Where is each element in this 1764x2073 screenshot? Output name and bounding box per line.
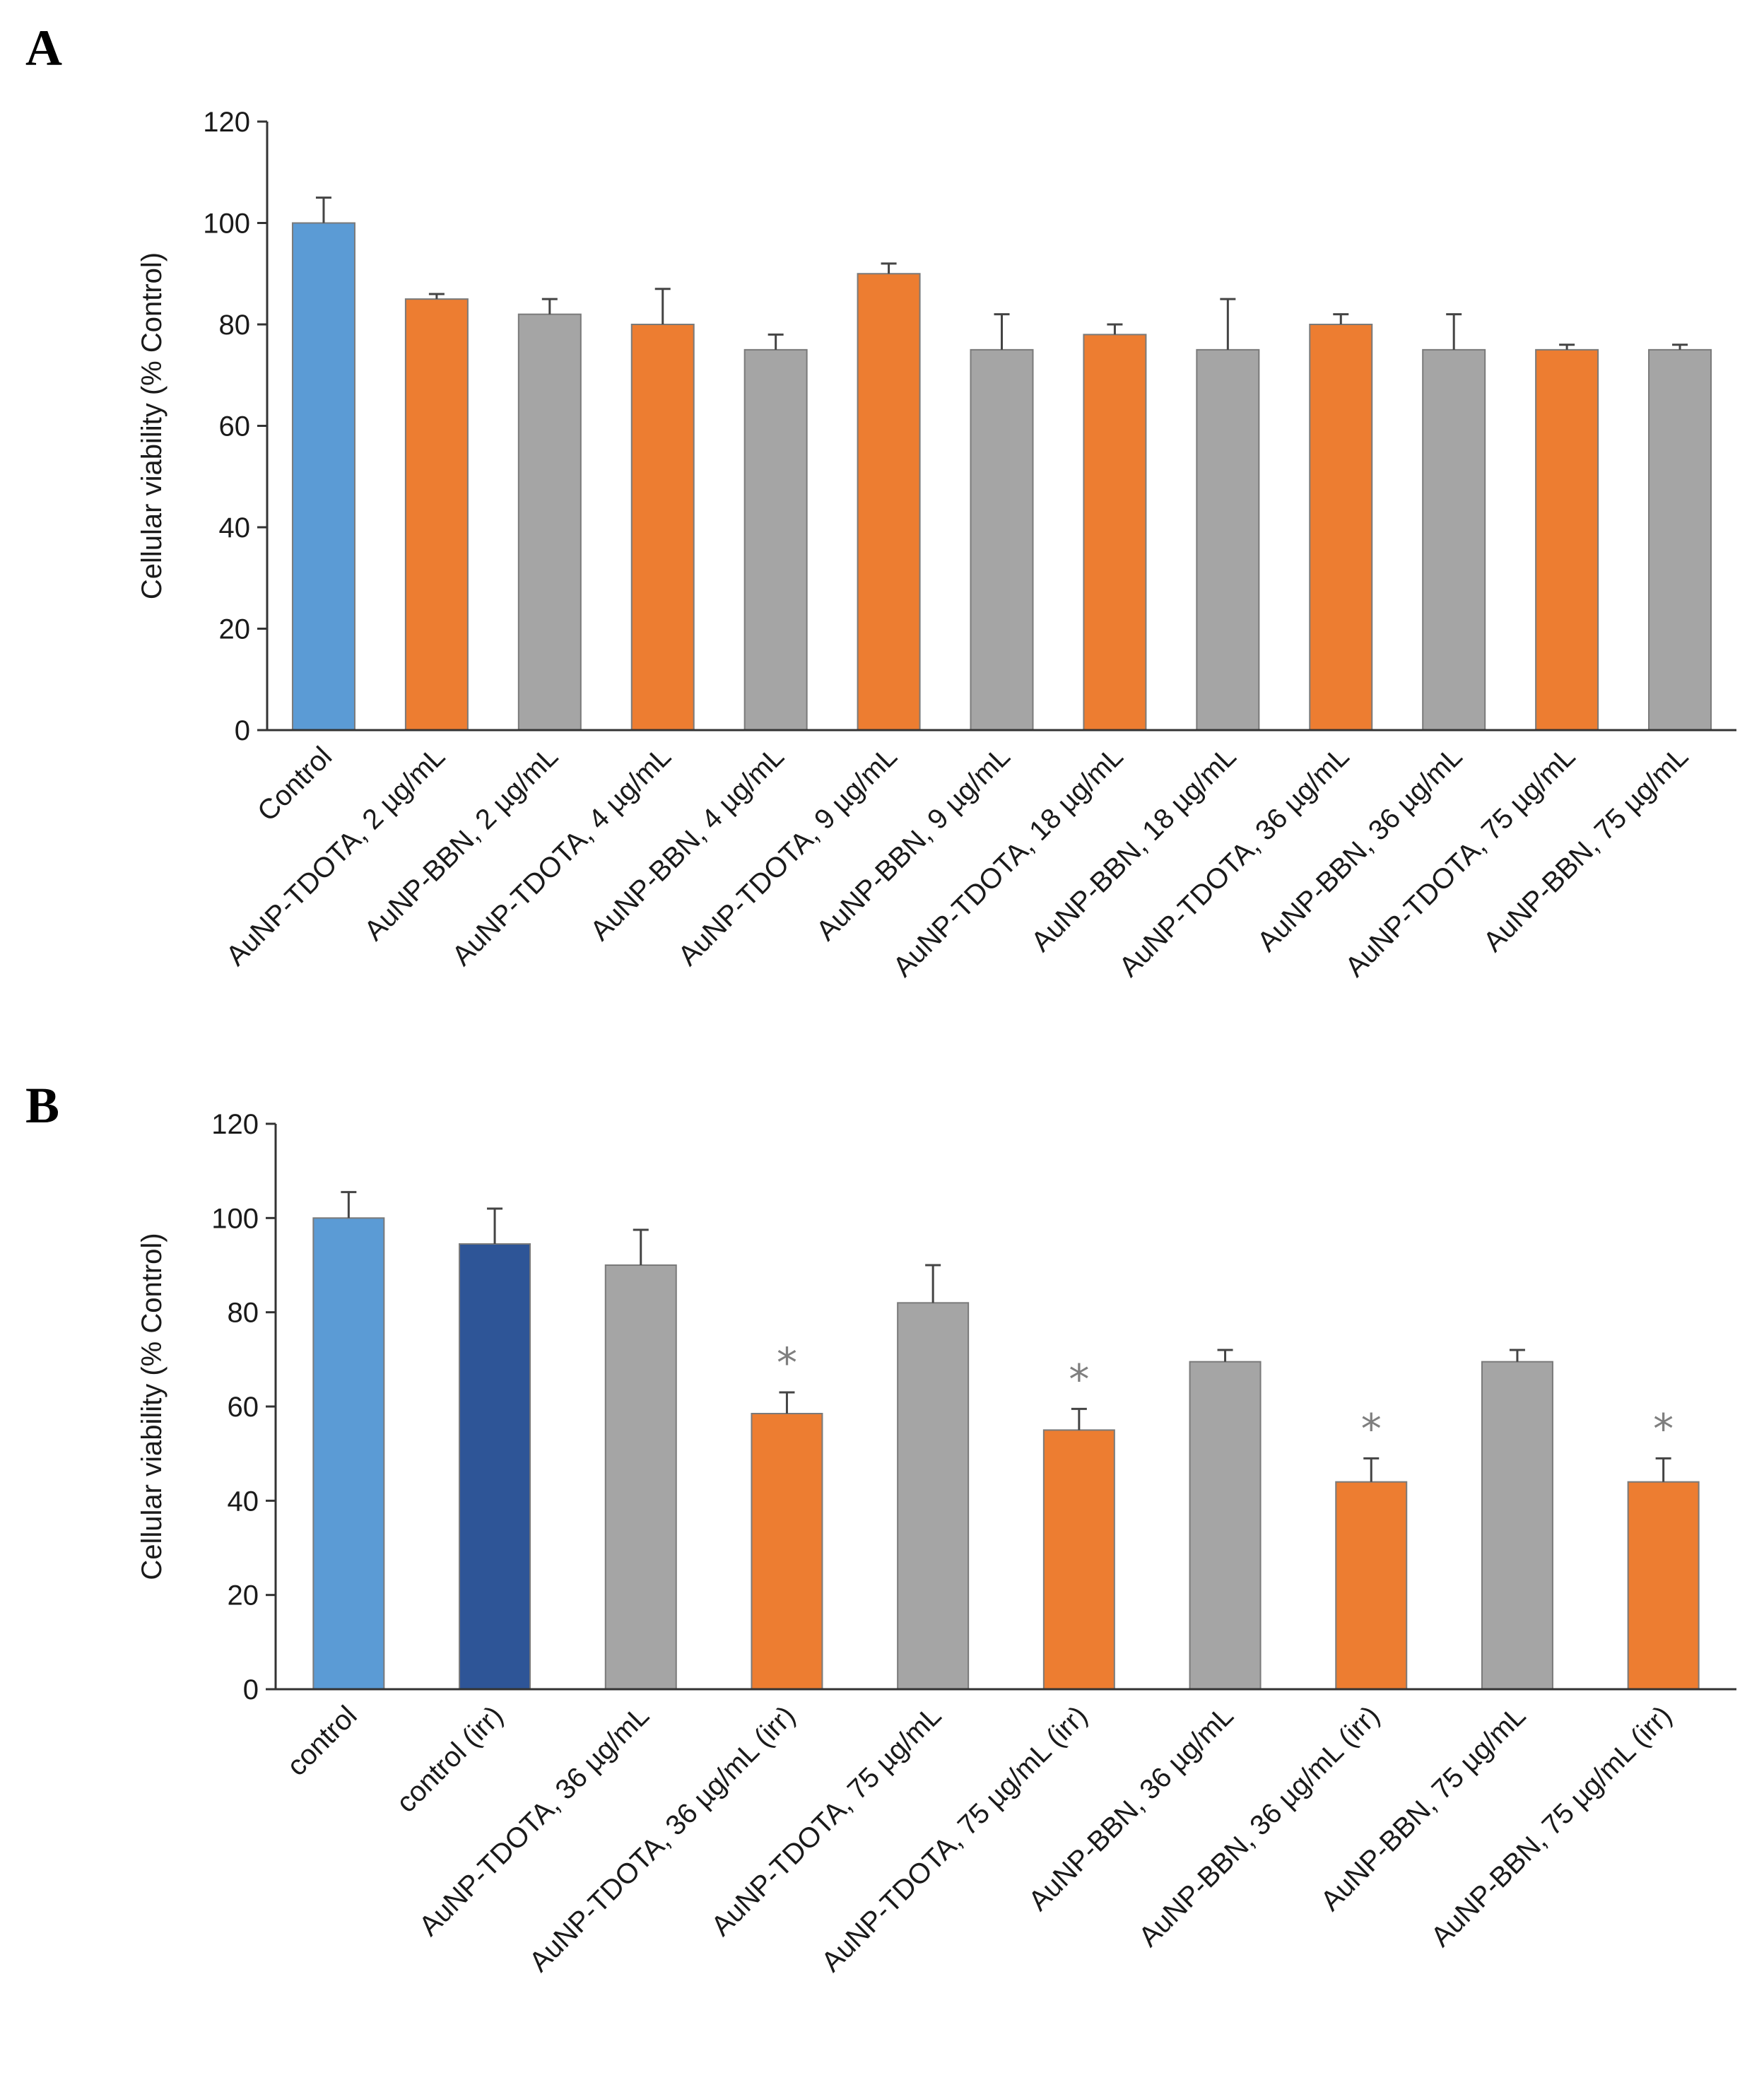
panel-label-b: B: [25, 1077, 59, 1134]
panel-label-a: A: [25, 20, 62, 76]
x-tick-label: Control: [252, 741, 338, 827]
x-tick-label: AuNP-TDOTA, 9 µg/mL: [672, 741, 903, 972]
bar: [630, 324, 695, 731]
x-tick-label: AuNP-BBN, 75 µg/mL (irr): [1425, 1700, 1678, 1953]
bar: [404, 298, 469, 731]
bar: [291, 222, 355, 731]
x-tick-label: AuNP-TDOTA, 75 µg/mL (irr): [816, 1700, 1093, 1978]
y-tick-label: 120: [211, 1109, 259, 1140]
y-tick-label: 80: [219, 310, 251, 341]
x-tick-label: AuNP-TDOTA, 2 µg/mL: [220, 741, 452, 972]
chart-panel-b: B 0 20 40 60 80 100 120 Cellular viability (% C…: [25, 1077, 1736, 1978]
x-tick-label: AuNP-BBN, 36 µg/mL (irr): [1133, 1700, 1386, 1953]
x-tick-label: control: [281, 1700, 363, 1782]
bar: [1042, 1429, 1115, 1691]
bar: [897, 1302, 970, 1691]
x-tick-label: AuNP-TDOTA, 36 µg/mL: [1113, 741, 1355, 982]
bar: [517, 313, 582, 731]
significance-marker: *: [777, 1339, 797, 1387]
x-tick-label: AuNP-TDOTA, 18 µg/mL: [887, 741, 1129, 982]
y-tick-label: 100: [211, 1203, 259, 1234]
bar: [1189, 1361, 1262, 1690]
x-tick-label: AuNP-TDOTA, 4 µg/mL: [446, 741, 677, 972]
y-tick-label: 0: [235, 715, 250, 746]
chart-panel-a: A 0 20 40 60 80 100 120 Cellular viability (% C…: [25, 20, 1736, 983]
bar: [743, 348, 808, 731]
y-axis-title: Cellular viability (% Control): [136, 1233, 167, 1580]
y-tick-label: 20: [219, 614, 251, 645]
significance-marker: *: [1653, 1404, 1674, 1452]
y-tick-label: 60: [228, 1392, 259, 1423]
y-tick-label: 100: [203, 209, 250, 240]
bar: [1083, 334, 1147, 732]
x-tick-label: control (irr): [391, 1700, 510, 1819]
y-tick-label: 40: [228, 1486, 259, 1517]
y-tick-label: 60: [219, 411, 251, 442]
x-tick-label: AuNP-BBN, 36 µg/mL: [1252, 741, 1469, 958]
bar: [1335, 1481, 1408, 1691]
y-tick-label: 40: [219, 512, 251, 544]
bar: [1648, 348, 1712, 731]
y-tick-label: 120: [203, 107, 250, 138]
bar: [1481, 1361, 1553, 1690]
bar: [1535, 348, 1599, 731]
x-tick-label: AuNP-BBN, 18 µg/mL: [1025, 741, 1242, 958]
y-tick-label: 0: [243, 1674, 259, 1705]
bar: [970, 348, 1034, 731]
y-axis-title: Cellular viability (% Control): [136, 252, 167, 599]
bar: [751, 1413, 823, 1690]
x-tick-label: AuNP-TDOTA, 75 µg/mL: [1339, 741, 1581, 982]
bar: [857, 273, 921, 731]
y-tick-label: 20: [228, 1580, 259, 1611]
bar: [459, 1243, 531, 1690]
bar: [312, 1217, 385, 1691]
bar: [604, 1264, 677, 1690]
x-tick-label: AuNP-TDOTA, 75 µg/mL: [705, 1700, 947, 1942]
bar: [1309, 324, 1373, 731]
x-tick-label: AuNP-BBN, 4 µg/mL: [584, 741, 790, 946]
y-tick-label: 80: [228, 1298, 259, 1329]
x-tick-label: AuNP-BBN, 2 µg/mL: [358, 741, 564, 946]
significance-marker: *: [1069, 1355, 1089, 1403]
x-tick-label: AuNP-TDOTA, 36 µg/mL (irr): [524, 1700, 801, 1978]
bar: [1196, 348, 1260, 731]
x-tick-label: AuNP-BBN, 75 µg/mL: [1478, 741, 1695, 958]
x-tick-label: AuNP-BBN, 9 µg/mL: [811, 741, 1016, 946]
x-tick-label: AuNP-TDOTA, 36 µg/mL: [413, 1700, 655, 1942]
bar: [1627, 1481, 1700, 1691]
significance-marker: *: [1361, 1404, 1382, 1452]
bar: [1422, 348, 1486, 731]
